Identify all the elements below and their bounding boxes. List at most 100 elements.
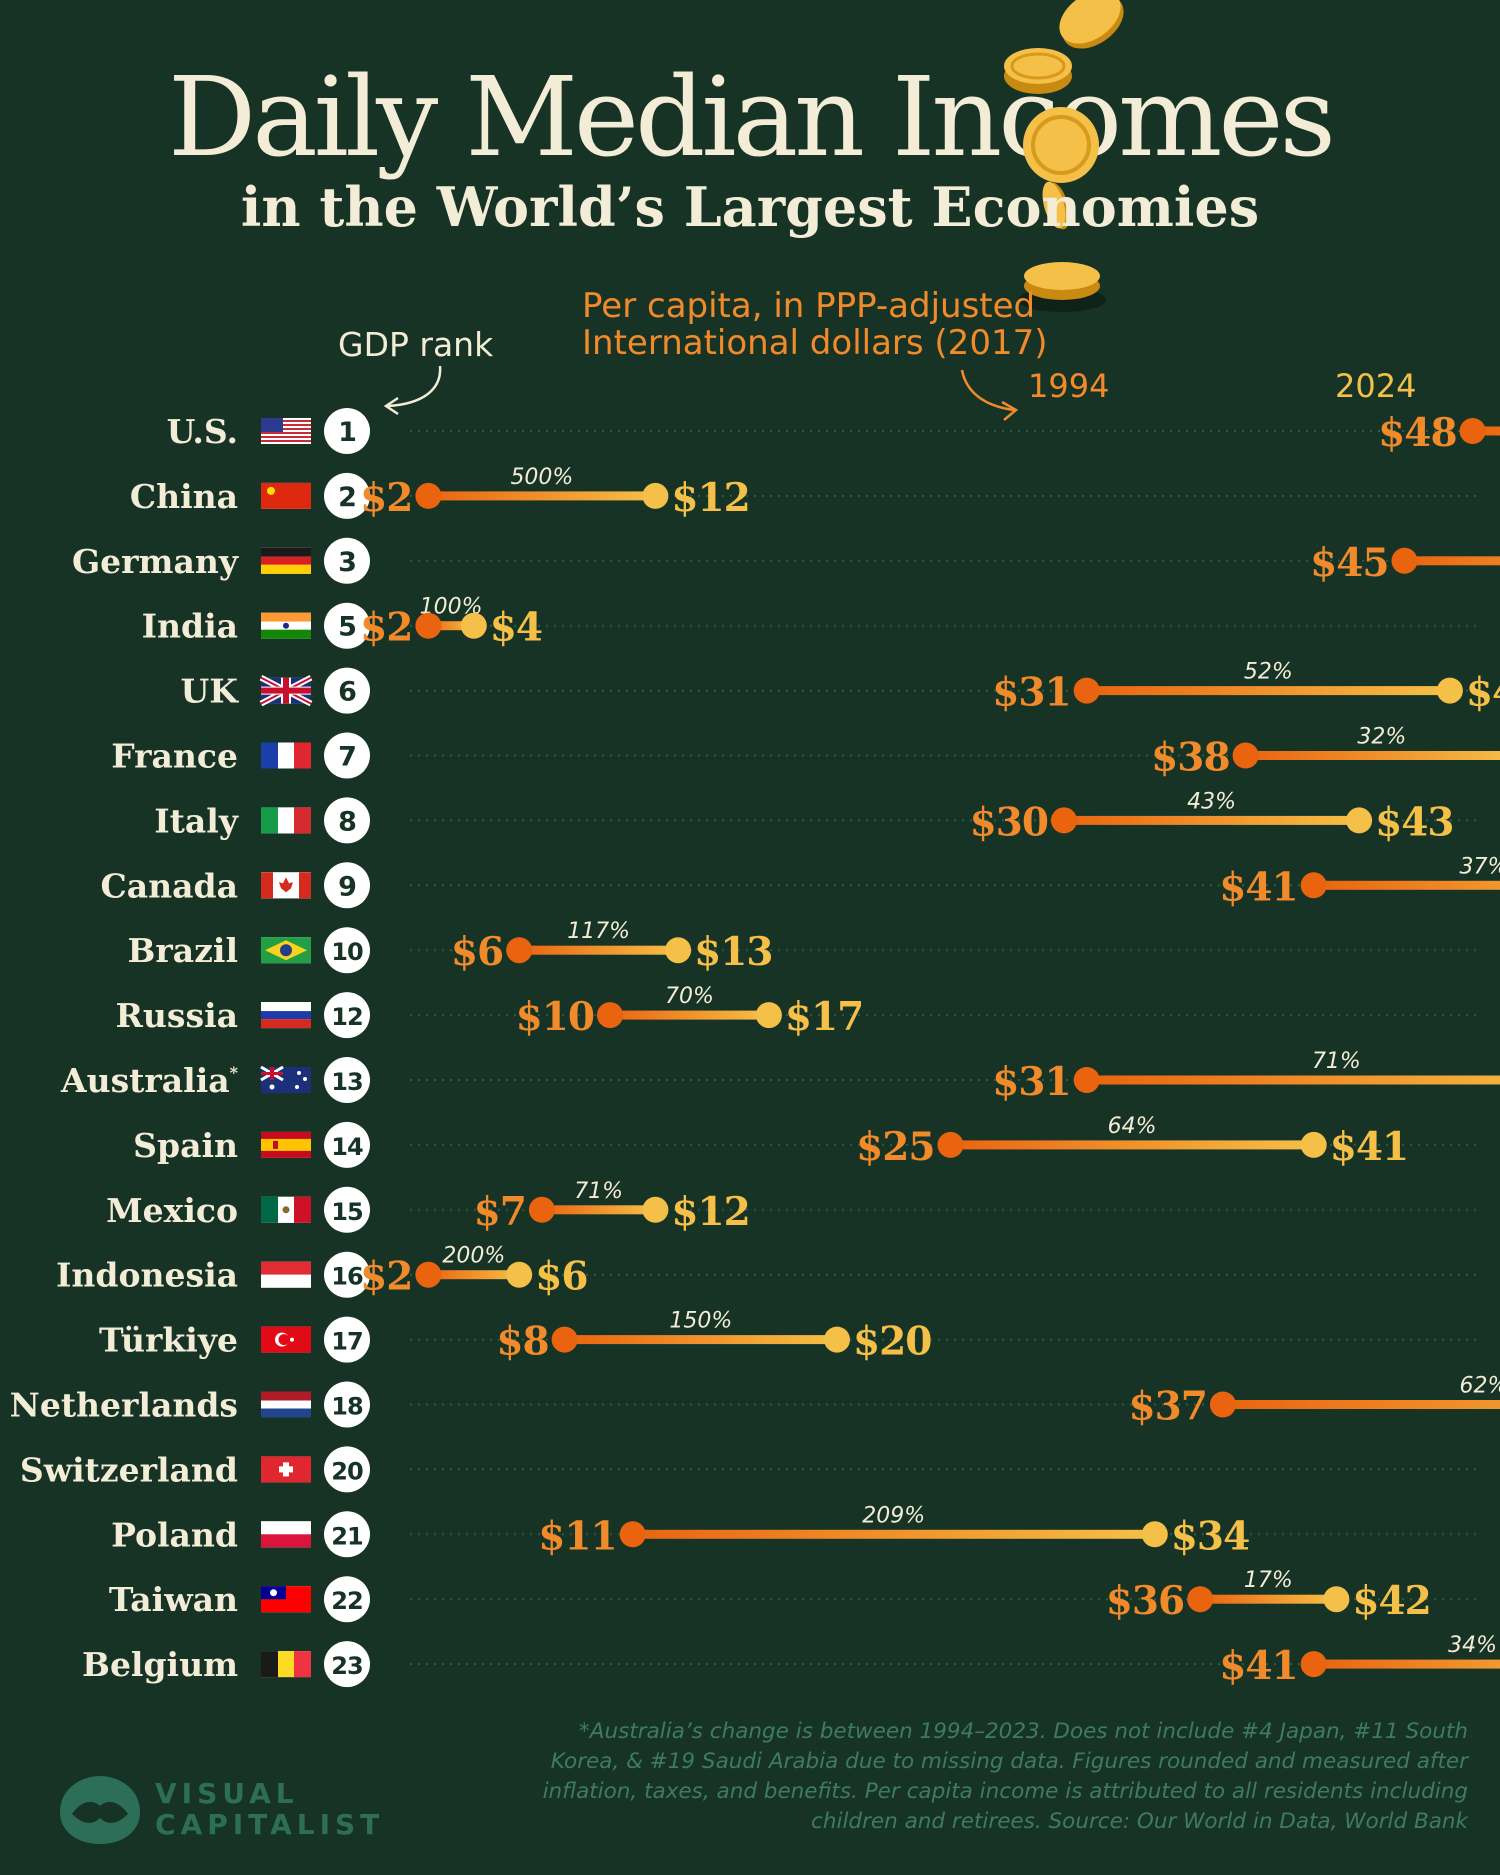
rank-badge <box>324 1057 370 1103</box>
end-value-label: $4 <box>490 605 542 651</box>
start-value-label: $8 <box>496 1319 548 1365</box>
flag-part <box>283 622 289 629</box>
change-label: 71% <box>1312 1049 1361 1074</box>
country-label: Italy <box>154 801 239 840</box>
rank-number: 21 <box>331 1522 363 1550</box>
rank-badge <box>324 1251 370 1298</box>
flag-part <box>261 442 311 444</box>
country-label: Türkiye <box>99 1321 238 1360</box>
end-dot <box>1323 1586 1350 1613</box>
flag-part <box>294 742 311 769</box>
brand-line2: CAPITALIST <box>155 1808 385 1841</box>
start-value-label: $6 <box>451 929 503 975</box>
change-bar <box>950 1140 1314 1150</box>
change-label: 32% <box>1357 725 1406 750</box>
flag-part <box>294 1196 311 1223</box>
country-label: Brazil <box>128 931 238 970</box>
change-label: 71% <box>574 1179 623 1204</box>
flag-part <box>261 1002 311 1012</box>
start-dot <box>1187 1586 1214 1613</box>
flag-part <box>261 434 311 436</box>
flag-part <box>261 1019 311 1029</box>
flag-part <box>261 1400 311 1409</box>
start-value-label: $37 <box>1128 1384 1206 1430</box>
start-value-label: $45 <box>1310 540 1388 586</box>
start-dot <box>551 1326 578 1353</box>
start-dot <box>415 1261 442 1288</box>
flag-part <box>294 1651 311 1678</box>
end-dot <box>1300 1131 1327 1158</box>
country-label: India <box>142 607 238 646</box>
rank-number: 1 <box>338 417 356 448</box>
unit-note-arrow-icon <box>960 369 1019 421</box>
unit-note-line2: International dollars (2017) <box>582 323 1048 363</box>
start-value-label: $2 <box>360 475 412 521</box>
flag-part <box>261 422 311 424</box>
country-label: Belgium <box>82 1645 238 1684</box>
change-bar <box>564 1335 837 1345</box>
flag-part <box>261 629 311 639</box>
flag-part <box>261 872 273 899</box>
legend-year-end: 2024 <box>1335 367 1417 405</box>
rank-number: 12 <box>331 1003 362 1031</box>
end-dot <box>665 937 692 964</box>
flag-part <box>261 1534 311 1548</box>
rank-badge <box>324 1316 370 1363</box>
start-dot <box>619 1521 646 1548</box>
change-label: 34% <box>1448 1633 1497 1658</box>
flag-part <box>261 428 311 430</box>
start-value-label: $10 <box>516 994 594 1040</box>
start-value-label: $41 <box>1219 1643 1297 1689</box>
flag-part <box>261 1138 311 1151</box>
change-bar <box>428 491 656 501</box>
rank-badge <box>324 732 370 779</box>
start-value-label: $36 <box>1106 1578 1184 1624</box>
flag-part <box>261 438 311 440</box>
start-value-label: $31 <box>992 1059 1070 1105</box>
gdp-rank-arrow-icon <box>383 365 442 416</box>
flag-part <box>261 1521 311 1535</box>
start-value-label: $31 <box>992 670 1070 716</box>
flag-part <box>273 1140 278 1149</box>
rank-badge <box>324 1576 370 1623</box>
start-dot <box>1300 1651 1327 1678</box>
flag-part <box>261 612 311 622</box>
unit-note-line1: Per capita, in PPP-adjusted <box>582 286 1036 326</box>
rank-badge <box>324 1641 370 1688</box>
legend-year-start: 1994 <box>1028 367 1110 405</box>
end-value-label: $41 <box>1330 1124 1408 1170</box>
change-bar <box>1245 751 1500 760</box>
flag-part <box>278 742 294 769</box>
country-label: Spain <box>133 1126 238 1165</box>
change-label: 117% <box>567 919 630 944</box>
change-bar <box>1064 815 1360 825</box>
rank-number: 17 <box>331 1328 362 1356</box>
end-value-label: $17 <box>785 994 863 1040</box>
country-label: China <box>130 477 238 516</box>
flag-part <box>261 1408 311 1418</box>
rank-badge <box>324 992 370 1039</box>
flag-part <box>261 432 311 434</box>
country-label: UK <box>181 672 240 711</box>
coins-illustration <box>1004 0 1124 312</box>
start-value-label: $7 <box>474 1189 526 1235</box>
country-label: Australia* <box>60 1061 239 1100</box>
change-bar <box>428 621 474 631</box>
rank-number: 13 <box>331 1068 362 1096</box>
start-value-label: $48 <box>1378 410 1456 456</box>
change-label: 150% <box>669 1309 732 1334</box>
change-bar <box>1472 426 1500 436</box>
rank-badge <box>324 1381 370 1428</box>
rank-number: 16 <box>331 1263 363 1291</box>
coin-icon <box>1004 48 1072 94</box>
change-label: 43% <box>1187 789 1236 814</box>
flag-part <box>261 564 311 574</box>
gdp-rank-note: GDP rank <box>338 325 494 364</box>
flag-part <box>261 1391 311 1401</box>
flag-part <box>279 1466 293 1473</box>
flag-part <box>279 877 293 893</box>
change-bar <box>541 1205 656 1215</box>
start-value-label: $11 <box>538 1513 616 1559</box>
rank-badge <box>324 602 370 649</box>
change-label: 52% <box>1244 660 1293 685</box>
